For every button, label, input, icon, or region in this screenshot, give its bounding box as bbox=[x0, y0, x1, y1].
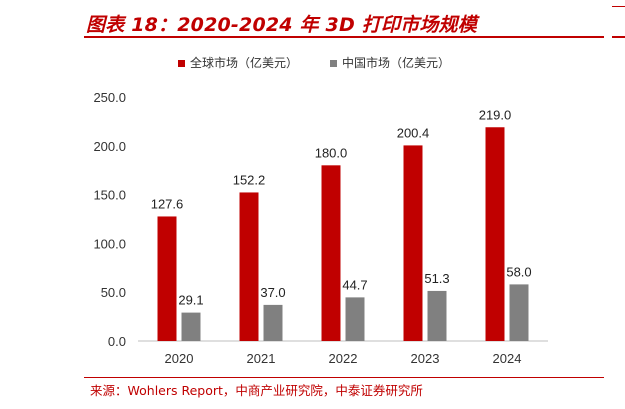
bar-global bbox=[157, 216, 177, 341]
source-note: 来源：Wohlers Report，中商产业研究院，中泰证券研究所 bbox=[90, 383, 423, 398]
data-label: 51.3 bbox=[424, 271, 449, 286]
y-tick-label: 0.0 bbox=[108, 334, 126, 349]
header: 图表 18：2020-2024 年 3D 打印市场规模 bbox=[0, 0, 625, 42]
y-tick-label: 250.0 bbox=[93, 90, 126, 105]
bar-global bbox=[403, 145, 423, 341]
x-tick-label: 2021 bbox=[247, 351, 276, 366]
title-divider bbox=[84, 36, 604, 38]
bar-china bbox=[263, 304, 283, 341]
data-label: 37.0 bbox=[260, 285, 285, 300]
data-label: 152.2 bbox=[233, 172, 266, 187]
data-label: 180.0 bbox=[315, 145, 348, 160]
footer-divider bbox=[84, 377, 604, 378]
x-tick-label: 2023 bbox=[411, 351, 440, 366]
data-label: 219.0 bbox=[479, 107, 512, 122]
legend-label: 中国市场（亿美元） bbox=[342, 55, 450, 70]
side-divider bbox=[612, 36, 625, 38]
data-label: 58.0 bbox=[506, 264, 531, 279]
y-tick-label: 150.0 bbox=[93, 188, 126, 203]
bar-china bbox=[181, 312, 201, 341]
page-title: 图表 18：2020-2024 年 3D 打印市场规模 bbox=[86, 14, 477, 36]
bar-china bbox=[427, 290, 447, 341]
x-tick-label: 2024 bbox=[493, 351, 522, 366]
legend-swatch bbox=[178, 60, 185, 67]
data-label: 29.1 bbox=[178, 293, 203, 308]
data-label: 127.6 bbox=[151, 196, 184, 211]
y-tick-label: 50.0 bbox=[101, 285, 126, 300]
legend-swatch bbox=[330, 60, 337, 67]
data-label: 200.4 bbox=[397, 125, 430, 140]
bar-chart: 0.0 50.0 100.0 150.0 200.0 250.0 127.6 29.1 2020… bbox=[93, 55, 548, 366]
x-tick-label: 2020 bbox=[165, 351, 194, 366]
side-marker bbox=[612, 6, 625, 13]
bar-china bbox=[509, 284, 529, 341]
bar-global bbox=[485, 127, 505, 341]
bar-global bbox=[239, 192, 259, 341]
y-tick-label: 200.0 bbox=[93, 139, 126, 154]
bar-global bbox=[321, 165, 341, 341]
x-tick-label: 2022 bbox=[329, 351, 358, 366]
bar-china bbox=[345, 297, 365, 341]
data-label: 44.7 bbox=[342, 277, 367, 292]
y-tick-label: 100.0 bbox=[93, 236, 126, 251]
legend-label: 全球市场（亿美元） bbox=[190, 55, 298, 70]
